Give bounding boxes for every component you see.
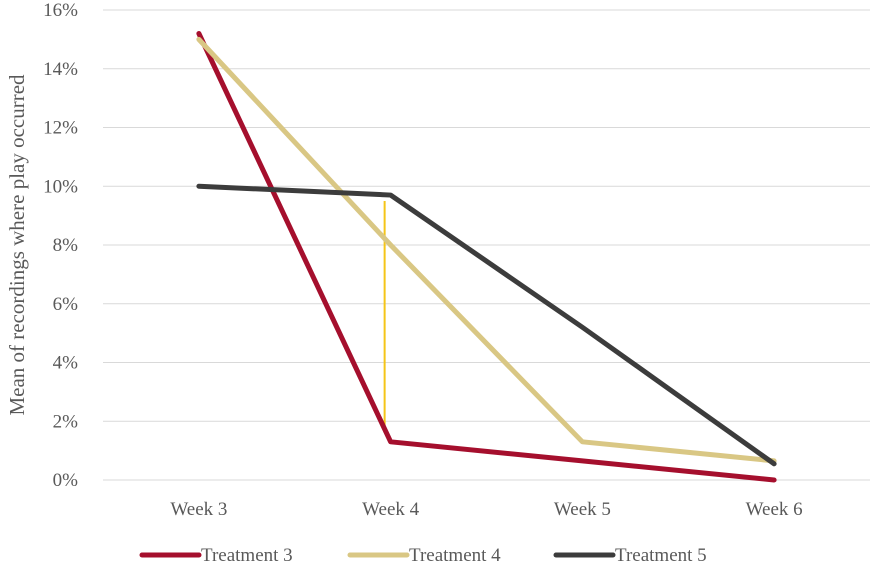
series-line — [196, 31, 777, 483]
y-axis-tick-labels: 0% 2% 4% 6% 8% 10% 12% 14% 16% — [43, 0, 78, 491]
legend-label: Treatment 3 — [201, 545, 293, 566]
y-tick-label: 0% — [53, 470, 79, 491]
x-tick-label: Week 5 — [554, 499, 611, 520]
series-line — [196, 36, 777, 464]
legend-label: Treatment 4 — [409, 545, 501, 566]
x-axis-tick-labels: Week 3 Week 4 Week 5 Week 6 — [170, 499, 802, 520]
legend: Treatment 3 Treatment 4 Treatment 5 — [139, 545, 707, 566]
gridlines — [103, 9, 870, 481]
y-tick-label: 8% — [53, 235, 79, 256]
series-lines — [196, 31, 777, 483]
x-tick-label: Week 6 — [746, 499, 803, 520]
y-tick-label: 4% — [53, 353, 79, 374]
y-tick-label: 6% — [53, 294, 79, 315]
x-tick-label: Week 3 — [170, 499, 227, 520]
y-tick-label: 10% — [43, 176, 78, 197]
x-tick-label: Week 4 — [362, 499, 420, 520]
y-tick-label: 12% — [43, 118, 78, 139]
y-axis-title: Mean of recordings where play occurred — [5, 74, 29, 416]
y-tick-label: 14% — [43, 59, 78, 80]
series-line — [196, 183, 777, 467]
legend-label: Treatment 5 — [615, 545, 707, 566]
y-tick-label: 2% — [53, 411, 79, 432]
y-tick-label: 16% — [43, 0, 78, 21]
